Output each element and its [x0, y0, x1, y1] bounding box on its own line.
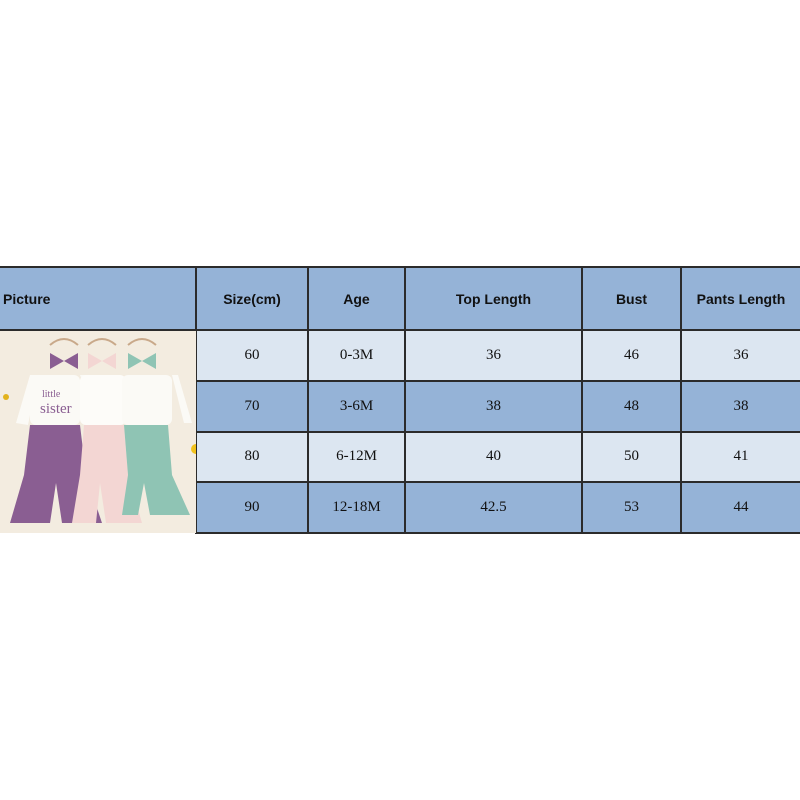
- print-text-little: little: [42, 389, 61, 400]
- flower-icon: [3, 394, 9, 400]
- cell-age: 3-6M: [307, 379, 406, 433]
- product-image: little sister: [0, 331, 196, 533]
- cell-top-length: 38: [404, 379, 583, 433]
- cell-age: 6-12M: [307, 430, 406, 484]
- cell-size: 90: [195, 481, 309, 534]
- cell-pants-length: 41: [680, 430, 800, 484]
- cell-pants-length: 38: [680, 379, 800, 433]
- cell-bust: 53: [581, 481, 682, 534]
- cell-pants-length: 36: [680, 329, 800, 382]
- header-bust: Bust: [581, 266, 682, 331]
- header-row: Picture Size(cm) Age Top Length Bust Pan…: [0, 266, 800, 331]
- cell-bust: 50: [581, 430, 682, 484]
- table-row: 80 6-12M 40 50 41: [0, 430, 800, 484]
- cell-bust: 46: [581, 329, 682, 382]
- product-picture: little sister: [0, 330, 196, 533]
- header-top-length: Top Length: [404, 266, 583, 331]
- cell-age: 12-18M: [307, 481, 406, 534]
- table-row: 70 3-6M 38 48 38: [0, 379, 800, 433]
- header-size: Size(cm): [195, 266, 309, 331]
- header-age: Age: [307, 266, 406, 331]
- size-chart-table: Picture Size(cm) Age Top Length Bust Pan…: [0, 266, 800, 534]
- print-text-sister: sister: [40, 401, 72, 417]
- cell-size: 70: [195, 379, 309, 433]
- outfit-green: [122, 338, 192, 515]
- cell-bust: 48: [581, 379, 682, 433]
- table-row: little sister 60 0-3M 36 46 36: [0, 329, 800, 533]
- cell-pants-length: 44: [680, 481, 800, 534]
- header-pants-length: Pants Length: [680, 266, 800, 331]
- flower-icon: [191, 444, 196, 454]
- cell-top-length: 36: [404, 329, 583, 382]
- cell-top-length: 40: [404, 430, 583, 484]
- header-picture: Picture: [0, 266, 197, 331]
- cell-size: 60: [195, 329, 309, 382]
- table-row: 90 12-18M 42.5 53 44: [0, 481, 800, 534]
- cell-top-length: 42.5: [404, 481, 583, 534]
- cell-age: 0-3M: [307, 329, 406, 382]
- cell-size: 80: [195, 430, 309, 484]
